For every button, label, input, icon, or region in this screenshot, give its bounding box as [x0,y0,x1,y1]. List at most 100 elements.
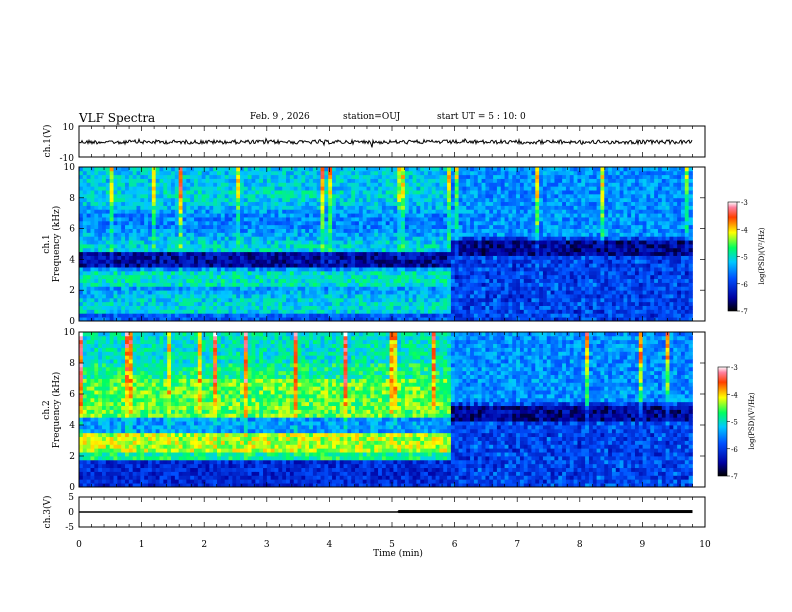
spectrogram-cell [79,228,84,233]
spectrogram-cell [90,197,95,203]
spectrogram-cell [489,290,494,295]
spectrogram-cell [328,301,333,306]
spectrogram-cell [209,297,214,303]
spectrogram-cell [209,270,214,276]
spectrogram-cell [516,297,521,303]
spectrogram-cell [251,170,256,176]
spectrogram-cell [209,305,214,310]
spectrogram-cell [194,240,199,245]
spectrogram-cell [312,236,318,241]
spectrogram-cell [466,178,471,183]
spectrogram-cell [431,174,436,179]
spectrogram-cell [393,255,398,260]
spectrogram-cell [431,205,436,210]
spectrogram-cell [105,267,111,272]
spectrogram-cell [79,224,84,229]
spectrogram-cell [297,282,302,287]
spectrogram-cell [171,267,176,272]
spectrogram-cell [178,236,183,241]
spectrogram-cell [516,182,521,187]
spectrogram-cell [542,301,548,306]
spectrogram-cell [140,209,145,214]
spectrogram-cell [539,178,544,183]
spectrogram-cell [163,290,168,295]
spectrogram-cell [500,297,505,303]
spectrogram-cell [282,209,287,214]
spectrogram-cell [98,205,103,210]
spectrogram-cell [217,220,222,226]
spectrogram-cell [408,209,413,214]
spectrogram-cell [332,178,337,183]
spectrogram-cell [274,182,279,187]
spectrogram-cell [389,182,394,187]
spectrogram-cell [481,240,486,245]
spectrogram-cell [439,232,444,237]
spectrogram-cell [358,301,364,306]
spectrogram-cell [504,274,509,280]
spectrogram-cell [397,201,402,206]
spectrogram-cell [470,267,475,272]
spectrogram-cell [243,282,249,287]
spectrogram-cell [217,186,222,191]
spectrogram-cell [274,297,279,303]
spectrogram-cell [155,178,160,183]
spectrogram-cell [408,205,413,210]
spectrogram-cell [236,213,241,218]
spectrogram-cell [297,286,302,291]
spectrogram-cell [136,290,141,295]
spectrogram-cell [159,259,164,264]
spectrogram-cell [324,190,329,195]
spectrogram-cell [332,297,337,303]
spectrogram-cell [458,278,463,283]
spectrogram-cell [358,305,364,310]
spectrogram-cell [159,232,164,237]
spectrogram-cell [508,240,513,245]
spectrogram-cell [243,220,249,226]
spectrogram-cell [381,224,387,229]
spectrogram-cell [516,224,521,229]
spectrogram-cell [105,255,111,260]
spectrogram-cell [293,274,298,280]
spectrogram-cell [512,217,517,222]
spectrogram-cell [224,182,229,187]
spectrogram-cell [493,244,498,249]
spectrogram-cell [278,213,283,218]
spectrogram-cell [527,255,532,260]
spectrogram-cell [163,259,168,264]
spectrogram-cell [182,205,187,210]
spectrogram-cell [439,255,444,260]
spectrogram-cell [439,309,444,314]
spectrogram-cell [282,217,287,222]
spectrogram-cell [493,205,498,210]
spectrogram-cell [259,270,264,276]
spectrogram-cell [393,232,398,237]
spectrogram-cell [224,240,229,245]
spectrogram-cell [82,167,88,172]
spectrogram-cell [98,186,103,191]
spectrogram-cell [286,174,291,179]
spectrogram-cell [404,174,410,179]
spectrogram-cell [504,255,509,260]
spectrogram-cell [94,170,99,176]
spectrogram-cell [278,309,283,314]
spectrogram-cell [462,205,467,210]
spectrogram-cell [320,259,325,264]
spectrogram-cell [79,213,84,218]
spectrogram-cell [132,213,137,218]
spectrogram-cell [297,251,302,256]
spectrogram-cell [343,274,348,280]
spectrogram-cell [309,286,314,291]
spectrogram-cell [228,274,233,280]
spectrogram-cell [278,240,283,245]
spectrogram-cell [500,236,505,241]
spectrogram-cell [305,217,310,222]
spectrogram-cell [385,170,390,176]
spectrogram-cell [527,297,532,303]
spectrogram-cell [148,267,153,272]
spectrogram-cell [151,217,157,222]
spectrogram-cell [301,232,306,237]
spectrogram-cell [339,255,344,260]
spectrogram-cell [247,290,252,295]
spectrogram-cell [236,263,241,268]
spectrogram-cell [289,228,295,233]
